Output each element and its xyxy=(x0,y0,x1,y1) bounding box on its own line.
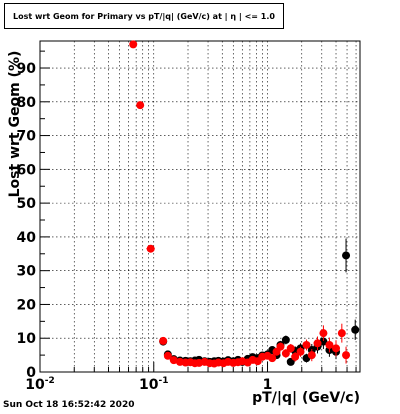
plot-frame xyxy=(39,40,361,373)
data-point xyxy=(169,356,178,365)
x-tick-label-exponent: -1 xyxy=(159,376,169,386)
y-tick-label: 20 xyxy=(17,297,37,313)
data-point xyxy=(342,251,351,260)
data-point xyxy=(286,344,295,353)
y-tick-label: 30 xyxy=(17,264,37,280)
y-axis-label: Lost wrt Geom (%) xyxy=(7,50,23,198)
chart-title: Lost wrt Geom for Primary vs pT/|q| (GeV… xyxy=(13,11,275,21)
data-point xyxy=(302,340,311,349)
data-point xyxy=(281,349,290,358)
x-tick-label: 1 xyxy=(263,377,273,393)
data-point xyxy=(159,336,168,345)
data-point xyxy=(146,244,155,253)
data-point xyxy=(325,340,334,349)
x-tick-label-exponent: -2 xyxy=(45,376,55,386)
chart-title-box: Lost wrt Geom for Primary vs pT/|q| (GeV… xyxy=(4,3,284,29)
y-tick-label: 70 xyxy=(17,129,37,145)
data-point xyxy=(276,342,285,351)
y-tick-label: 10 xyxy=(17,331,37,347)
data-point xyxy=(163,351,172,360)
y-tick-label: 60 xyxy=(17,162,37,178)
data-point xyxy=(281,335,290,344)
data-point xyxy=(337,329,346,338)
y-tick-label: 0 xyxy=(26,365,36,381)
data-point xyxy=(332,344,341,353)
data-point xyxy=(291,352,300,361)
data-point xyxy=(342,351,351,360)
data-point xyxy=(313,339,322,348)
data-point xyxy=(307,351,316,360)
axis-ticks xyxy=(39,50,357,373)
data-point xyxy=(129,40,138,49)
y-tick-label: 40 xyxy=(17,230,37,246)
y-tick-label: 90 xyxy=(17,61,37,77)
data-point xyxy=(351,325,360,334)
data-point xyxy=(319,329,328,338)
data-marks xyxy=(129,40,360,368)
data-point xyxy=(268,354,277,363)
x-tick-label: 10-1 xyxy=(139,376,168,393)
grid-lines xyxy=(40,41,360,372)
y-tick-label: 50 xyxy=(17,196,37,212)
datestamp: Sun Oct 18 16:52:42 2020 xyxy=(3,400,135,410)
x-tick-label: 10-2 xyxy=(25,376,54,393)
data-point xyxy=(136,101,145,110)
x-axis-label: pT/|q| (GeV/c) xyxy=(252,390,360,406)
tick-labels: 0 10 20 30 40 50 60 70 80 90 10-2 10-1 1 xyxy=(17,61,273,393)
y-tick-label: 80 xyxy=(17,95,37,111)
data-point xyxy=(296,347,305,356)
